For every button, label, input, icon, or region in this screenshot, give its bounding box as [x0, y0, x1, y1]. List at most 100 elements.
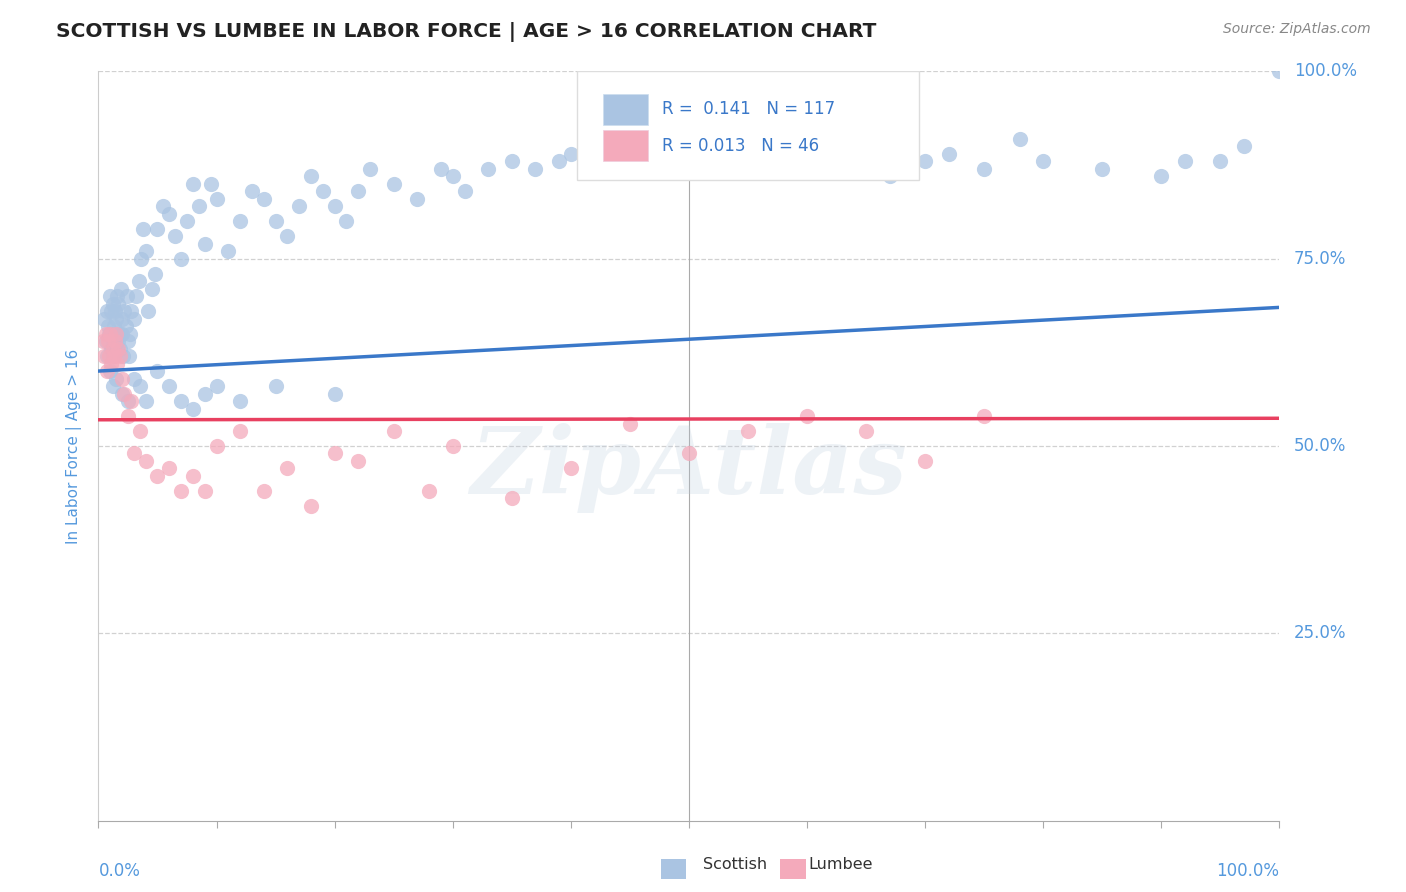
Point	[107, 296, 129, 310]
Point	[229, 424, 252, 438]
Point	[359, 161, 381, 176]
Point	[501, 491, 523, 506]
Point	[117, 394, 139, 409]
Point	[100, 342, 122, 356]
Point	[264, 379, 287, 393]
Point	[121, 304, 143, 318]
Point	[205, 439, 228, 453]
Text: 75.0%: 75.0%	[1294, 250, 1346, 268]
Point	[240, 184, 263, 198]
Point	[128, 424, 150, 438]
Point	[619, 154, 641, 169]
Point	[105, 342, 128, 356]
Point	[105, 326, 128, 341]
Point	[98, 326, 121, 341]
Point	[347, 184, 370, 198]
Point	[108, 326, 131, 341]
Text: 100.0%: 100.0%	[1294, 62, 1357, 80]
Point	[101, 342, 124, 356]
Point	[382, 424, 405, 438]
Point	[1150, 169, 1173, 184]
Point	[152, 199, 174, 213]
Point	[194, 236, 217, 251]
Point	[120, 326, 142, 341]
Point	[1233, 139, 1256, 153]
Point	[132, 221, 155, 235]
Point	[170, 252, 193, 266]
Point	[761, 154, 783, 169]
Point	[108, 349, 131, 363]
Point	[91, 334, 114, 348]
Point	[96, 349, 118, 363]
Point	[97, 334, 120, 348]
Point	[111, 386, 134, 401]
Point	[96, 364, 118, 378]
Point	[1091, 161, 1114, 176]
Point	[110, 282, 132, 296]
Point	[98, 289, 121, 303]
Point	[98, 326, 121, 341]
Bar	[603, 130, 648, 161]
Point	[181, 469, 204, 483]
Point	[831, 139, 853, 153]
Point	[98, 364, 121, 378]
Point	[122, 446, 145, 460]
Point	[205, 192, 228, 206]
Point	[107, 342, 129, 356]
Point	[146, 364, 169, 378]
Text: 25.0%: 25.0%	[1294, 624, 1346, 642]
Point	[560, 461, 582, 475]
Point	[105, 326, 128, 341]
Point	[194, 386, 217, 401]
Point	[94, 326, 117, 341]
Point	[129, 252, 152, 266]
Point	[114, 319, 136, 334]
Point	[264, 214, 287, 228]
Point	[1174, 154, 1197, 169]
Point	[187, 199, 209, 213]
Point	[112, 349, 135, 363]
Point	[104, 334, 127, 348]
Point	[253, 483, 276, 498]
Text: 0.0%: 0.0%	[98, 862, 141, 880]
Point	[879, 169, 901, 184]
Text: 50.0%: 50.0%	[1294, 437, 1346, 455]
Point	[104, 304, 127, 318]
Point	[112, 304, 135, 318]
Point	[98, 326, 121, 341]
Point	[117, 409, 139, 423]
Text: ZipAtlas: ZipAtlas	[471, 424, 907, 514]
Point	[938, 146, 960, 161]
Point	[796, 146, 818, 161]
Text: R =  0.141   N = 117: R = 0.141 N = 117	[662, 100, 835, 118]
Point	[97, 319, 120, 334]
FancyBboxPatch shape	[576, 71, 920, 180]
Point	[111, 371, 134, 385]
Point	[1268, 64, 1291, 78]
Point	[1209, 154, 1232, 169]
Point	[583, 161, 606, 176]
Point	[122, 371, 145, 385]
Point	[1008, 132, 1031, 146]
Point	[125, 289, 148, 303]
Point	[103, 349, 125, 363]
Point	[122, 311, 145, 326]
Point	[643, 139, 665, 153]
Point	[194, 483, 217, 498]
Point	[299, 499, 322, 513]
Point	[737, 424, 759, 438]
Point	[108, 342, 131, 356]
Point	[796, 409, 818, 423]
Point	[347, 454, 370, 468]
Point	[111, 326, 134, 341]
Point	[94, 334, 117, 348]
Y-axis label: In Labor Force | Age > 16: In Labor Force | Age > 16	[66, 349, 83, 543]
Text: Lumbee: Lumbee	[808, 857, 873, 872]
Point	[323, 199, 346, 213]
Point	[229, 214, 252, 228]
Point	[112, 386, 135, 401]
Point	[96, 304, 118, 318]
Point	[441, 169, 464, 184]
Point	[141, 282, 163, 296]
Point	[914, 154, 936, 169]
